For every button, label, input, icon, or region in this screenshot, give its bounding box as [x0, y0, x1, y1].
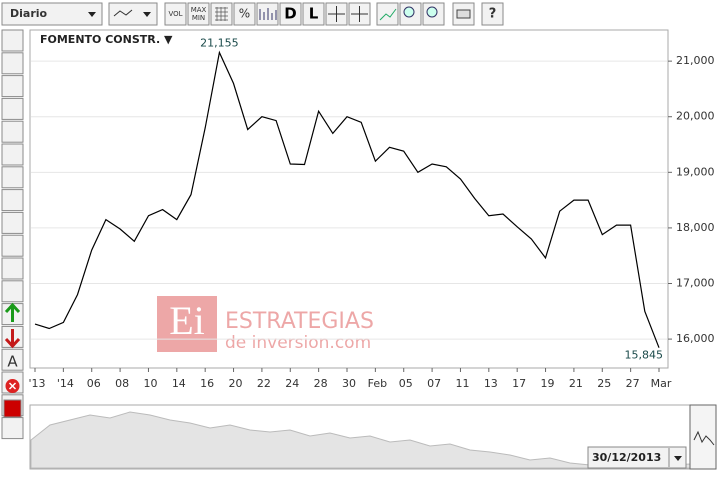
x-tick-label: 06 [87, 377, 101, 390]
x-tick-label: '14 [57, 377, 74, 390]
x-tick-label: 07 [427, 377, 441, 390]
dropdown-arrow [674, 456, 682, 461]
navigator-window-line [693, 430, 715, 446]
down-arrow-icon [4, 329, 21, 349]
crosshair-icon [351, 6, 368, 22]
compare-icon [259, 8, 277, 20]
percent-button[interactable] [233, 2, 256, 26]
x-tick-label: 20 [229, 377, 243, 390]
x-tick-label: 22 [257, 377, 271, 390]
watermark-name: ESTRATEGIAS [225, 309, 374, 334]
y-tick-label: 19,000 [676, 165, 715, 178]
tool-button[interactable] [1, 257, 24, 280]
help-label: ? [489, 7, 497, 22]
up-arrow-icon [4, 302, 21, 322]
x-tick-label: 14 [172, 377, 186, 390]
x-tick-label: 08 [115, 377, 129, 390]
tool-button[interactable] [1, 348, 24, 371]
x-tick-label: Mar [651, 377, 672, 390]
x-tick-label: '13 [28, 377, 45, 390]
zoom-out-icon [403, 6, 415, 18]
print-icon [456, 9, 471, 19]
x-tick-label: 28 [314, 377, 328, 390]
grid-button[interactable] [210, 2, 233, 26]
top-toolbar: Diario VOL MAX MIN % D L ? [1, 2, 504, 26]
d-button[interactable] [279, 2, 302, 26]
watermark-logo: Ei [169, 298, 205, 343]
date-select[interactable] [587, 446, 687, 469]
vol-button[interactable] [164, 2, 187, 26]
tool-button[interactable] [1, 75, 24, 98]
watermark-site: de inversion.com [225, 333, 371, 353]
x-tick-label: 27 [626, 377, 640, 390]
chart-style-select[interactable] [108, 2, 158, 26]
y-tick-label: 18,000 [676, 221, 715, 234]
plot: 16,000 17,000 18,000 19,000 20,000 21,000 '13 '… [28, 37, 714, 390]
watermark: Ei ESTRATEGIAS de inversion.com [157, 296, 374, 353]
x-tick-label: 24 [285, 377, 299, 390]
color-picker[interactable] [3, 399, 22, 418]
price-line [34, 50, 660, 348]
tool-button[interactable] [1, 417, 24, 440]
tool-button[interactable] [1, 29, 24, 52]
zoom-in-icon [426, 6, 438, 18]
zoom-fit-button[interactable] [376, 2, 399, 26]
l-button[interactable] [302, 2, 325, 26]
watermark-logo-box [157, 296, 217, 352]
date-label: 30/12/2013 [592, 451, 661, 464]
tool-button[interactable] [1, 280, 24, 303]
d-label: D [284, 5, 296, 23]
y-tick-label: 21,000 [676, 54, 715, 67]
x-tick-label: 19 [541, 377, 555, 390]
navigator: 30/12/2013 [29, 404, 717, 470]
tool-button[interactable] [1, 189, 24, 212]
x-tick-label: 16 [200, 377, 214, 390]
x-tick-label: 21 [569, 377, 583, 390]
x-tick-label: 05 [399, 377, 413, 390]
x-tick-label: 13 [484, 377, 498, 390]
x-tick-label: 25 [597, 377, 611, 390]
value-label: 21,155 [200, 37, 239, 50]
min-label: MIN [192, 14, 205, 22]
period-label: Diario [10, 7, 48, 20]
x-tick-label: 11 [455, 377, 469, 390]
text-tool-label: A [7, 353, 18, 371]
dropdown-arrow [88, 12, 96, 17]
delete-x [8, 382, 17, 390]
x-tick-label: 10 [143, 377, 157, 390]
tool-button[interactable] [1, 97, 24, 120]
percent-label: % [239, 7, 250, 21]
tool-button[interactable] [1, 52, 24, 75]
zoom-fit-icon [379, 8, 397, 21]
crosshair-icon [328, 6, 345, 22]
grid-icon [215, 7, 228, 21]
left-toolbar: A [1, 29, 24, 440]
x-tick-label: 17 [512, 377, 526, 390]
tool-button[interactable] [1, 166, 24, 189]
y-tick-label: 20,000 [676, 110, 715, 123]
tool-button[interactable] [1, 143, 24, 166]
tool-button[interactable] [1, 234, 24, 257]
l-label: L [309, 5, 319, 23]
y-tick-label: 17,000 [676, 277, 715, 290]
line-icon [113, 9, 133, 17]
tool-button[interactable] [1, 211, 24, 234]
dropdown-arrow [143, 12, 151, 17]
x-tick-label: 30 [342, 377, 356, 390]
help-button[interactable] [481, 2, 504, 26]
navigator-window[interactable] [689, 404, 717, 470]
tool-button[interactable] [1, 120, 24, 143]
max-label: MAX [191, 6, 207, 14]
x-tick-label: Feb [368, 377, 387, 390]
vol-label: VOL [168, 10, 182, 18]
plot-frame [29, 29, 669, 369]
value-label: 15,845 [625, 349, 664, 362]
y-tick-label: 16,000 [676, 332, 715, 345]
maxmin-button[interactable] [187, 2, 210, 26]
period-select[interactable] [1, 2, 103, 26]
chart-title: FOMENTO CONSTR. ▼ [40, 33, 173, 46]
